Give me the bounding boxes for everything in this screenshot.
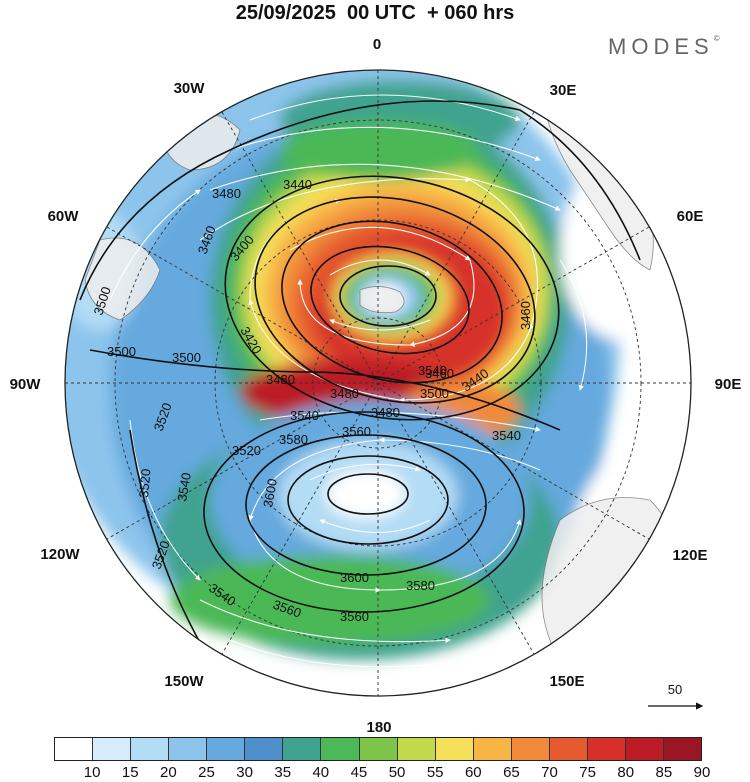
lon-label-60e: 60E: [677, 208, 704, 225]
contour-label: 3600: [260, 477, 280, 508]
colorbar-tick-label: 75: [579, 764, 596, 781]
contour-label: 3580: [279, 432, 308, 447]
colorbar-tick-label: 45: [350, 764, 368, 781]
contour-label: 3480: [371, 405, 400, 420]
colorbar-swatch: [283, 738, 322, 760]
colorbar-swatch: [435, 738, 474, 760]
colorbar-tick-label: 50: [388, 764, 406, 781]
colorbar-swatch: [359, 738, 398, 760]
graticule: [65, 70, 691, 696]
contour-label: 3480: [212, 186, 241, 201]
colorbar-swatch: [664, 738, 702, 760]
reference-vector-label: 50: [668, 682, 682, 697]
colorbar-swatch: [397, 738, 436, 760]
colorbar: [54, 737, 702, 761]
contour-label: 3600: [340, 570, 369, 585]
lon-label-120e: 120E: [672, 547, 707, 564]
reference-vector: 50: [648, 682, 704, 710]
colorbar-swatch: [55, 738, 94, 760]
contour-label: 3540: [174, 471, 194, 502]
colorbar-tick-label: 35: [274, 764, 292, 781]
contour-label: 3460: [425, 366, 454, 381]
contour-label: 3460: [518, 301, 533, 330]
contour-label: 3520: [136, 468, 153, 498]
colorbar-tick-label: 60: [464, 764, 482, 781]
colorbar-swatch: [93, 738, 132, 760]
contour-label: 3500: [107, 344, 136, 359]
colorbar-tick-label: 20: [160, 764, 177, 781]
lon-label-60w: 60W: [48, 208, 80, 225]
colorbar-tick-label: 55: [426, 764, 444, 781]
contour-labels: 3440 3460 3460 3480 3480 3480 3480 3500 …: [91, 177, 533, 624]
lon-label-150w: 150W: [164, 673, 204, 690]
longitude-labels: 0 30E 60E 90E 120E 150E 180 150W 120W 90…: [10, 36, 742, 736]
contour-label: 3540: [290, 408, 319, 423]
contour-label: 3520: [232, 443, 261, 458]
colorbar-swatch: [321, 738, 360, 760]
contour-label: 3560: [340, 609, 369, 624]
colorbar-swatch: [169, 738, 208, 760]
contour-label: 3540: [418, 363, 447, 378]
colorbar-tick-label: 15: [121, 764, 139, 781]
lon-label-30e: 30E: [550, 82, 577, 99]
contour-label: 3500: [420, 386, 449, 401]
colorbar-tick-label: 25: [198, 764, 215, 781]
colorbar-swatch: [473, 738, 512, 760]
lon-label-180: 180: [366, 719, 391, 736]
map-disk: 3440 3460 3460 3480 3480 3480 3480 3500 …: [65, 70, 691, 696]
lon-label-0: 0: [373, 36, 381, 53]
lon-label-150e: 150E: [549, 673, 584, 690]
colorbar-swatch: [549, 738, 588, 760]
contour-label: 3480: [266, 372, 295, 387]
height-contours: [79, 100, 641, 661]
map-boundary: [64, 69, 692, 697]
colorbar-tick-label: 10: [83, 764, 101, 781]
lon-label-30w: 30W: [174, 80, 206, 97]
contour-label: 3560: [342, 424, 371, 439]
colorbar-tick-label: 30: [236, 764, 253, 781]
brand-mark: ©: [713, 34, 720, 43]
colorbar-tick-label: 90: [693, 764, 711, 781]
contour-label: 3580: [406, 578, 435, 593]
colorbar-tick-label: 40: [312, 764, 330, 781]
lon-label-90e: 90E: [715, 376, 742, 393]
colorbar-swatch: [511, 738, 550, 760]
colorbar-tick-label: 70: [541, 764, 558, 781]
brand-logo: MODES©: [608, 34, 720, 60]
colorbar-swatch: [207, 738, 246, 760]
colorbar-swatch: [131, 738, 170, 760]
colorbar-tick-label: 80: [617, 764, 635, 781]
colorbar-swatch: [587, 738, 626, 760]
contour-label: 3440: [283, 177, 312, 192]
lon-label-90w: 90W: [10, 376, 42, 393]
colorbar-swatch: [245, 738, 284, 760]
map-title: 25/09/2025 00 UTC + 060 hrs: [235, 2, 515, 24]
contour-label: 3500: [172, 350, 201, 365]
contour-label: 3480: [330, 386, 359, 401]
contour-label: 3540: [492, 428, 521, 443]
colorbar-tick-label: 65: [503, 764, 520, 781]
lon-label-120w: 120W: [40, 546, 80, 563]
colorbar-swatch: [625, 738, 664, 760]
brand-name: MODES: [608, 34, 714, 59]
colorbar-tick-label: 85: [655, 764, 673, 781]
